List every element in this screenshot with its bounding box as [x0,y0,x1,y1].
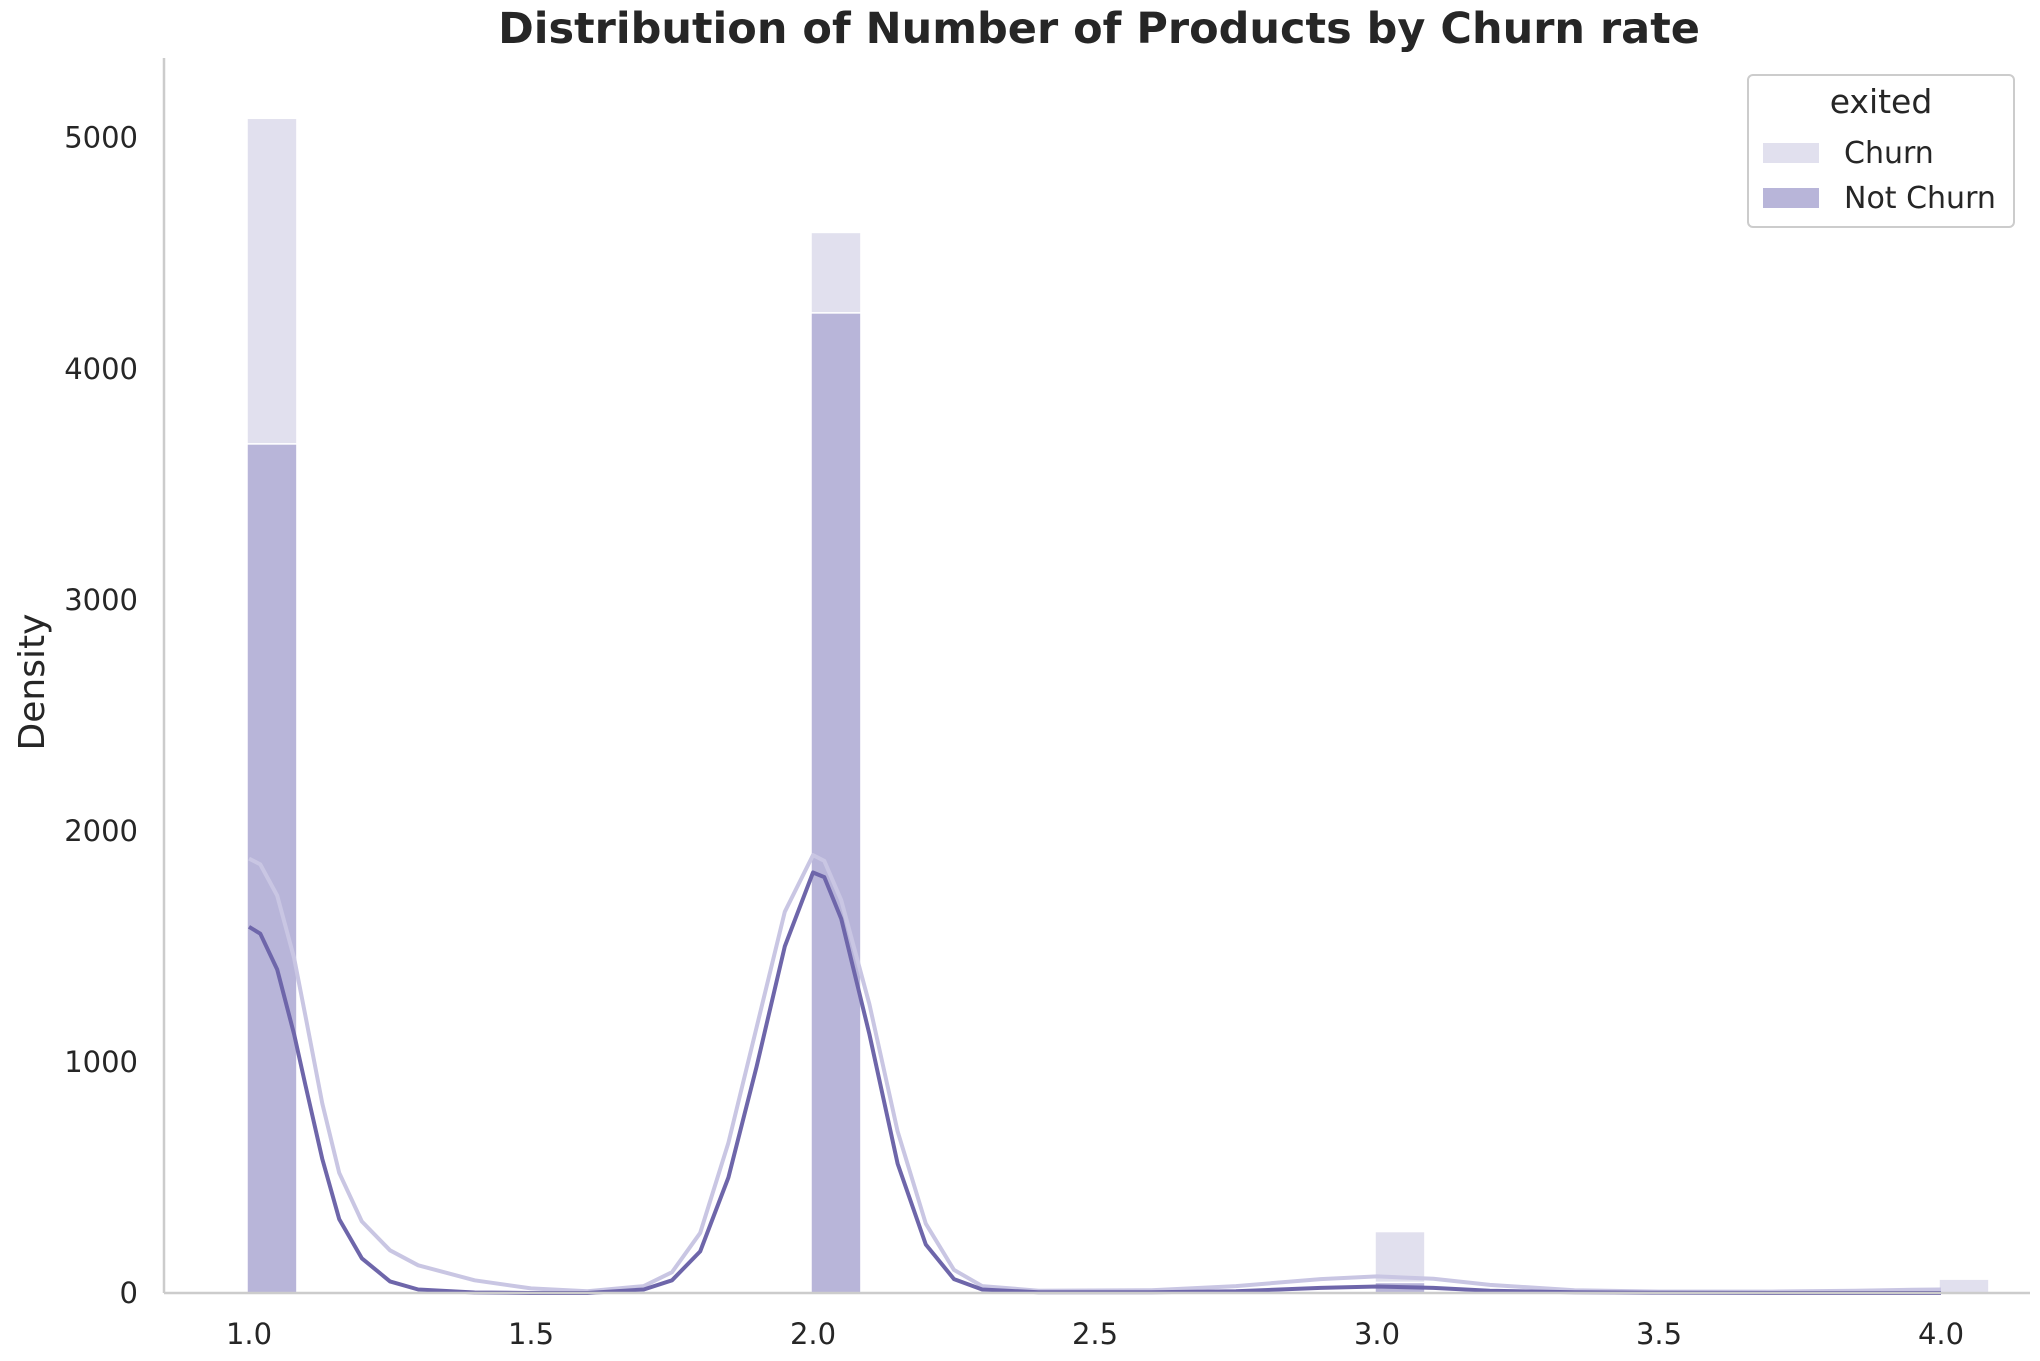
bars-layer [246,117,1990,1294]
legend-label-churn: Churn [1844,136,1934,171]
legend-label-not-churn: Not Churn [1844,181,1996,216]
bar-not-churn [246,443,298,1294]
x-tick-label: 2.5 [1072,1317,1118,1351]
y-tick-label: 5000 [64,121,138,155]
x-tick-label: 1.5 [508,1317,554,1351]
legend: exited Churn Not Churn [1747,74,2015,228]
x-tick-label: 1.0 [226,1317,272,1351]
chart-title: Distribution of Number of Products by Ch… [498,4,1700,54]
bar-churn [1374,1230,1426,1284]
legend-swatch-churn [1763,143,1819,163]
y-tick-label: 2000 [64,814,138,848]
x-tick-label: 3.0 [1354,1317,1400,1351]
y-ticks: 0 1000 2000 3000 4000 5000 [64,121,138,1310]
kde-layer [247,853,1942,1295]
x-tick-label: 4.0 [1918,1317,1964,1351]
kde-line-churn [248,853,1942,1294]
y-tick-label: 3000 [64,583,138,617]
x-tick-label: 3.5 [1636,1317,1682,1351]
y-axis-label: Density [12,614,53,751]
bar-churn [246,117,298,445]
legend-title: exited [1830,82,1933,121]
x-tick-label: 2.0 [790,1317,836,1351]
bar-churn [810,231,862,314]
y-tick-label: 0 [120,1276,138,1310]
y-tick-label: 4000 [64,352,138,386]
bar-not-churn [810,312,862,1294]
y-tick-label: 1000 [64,1045,138,1079]
x-ticks: 1.0 1.5 2.0 2.5 3.0 3.5 4.0 [226,1317,1964,1351]
bar-churn [1938,1278,1990,1294]
legend-swatch-not-churn [1763,188,1819,208]
kde-line-not-churn [247,870,1941,1295]
